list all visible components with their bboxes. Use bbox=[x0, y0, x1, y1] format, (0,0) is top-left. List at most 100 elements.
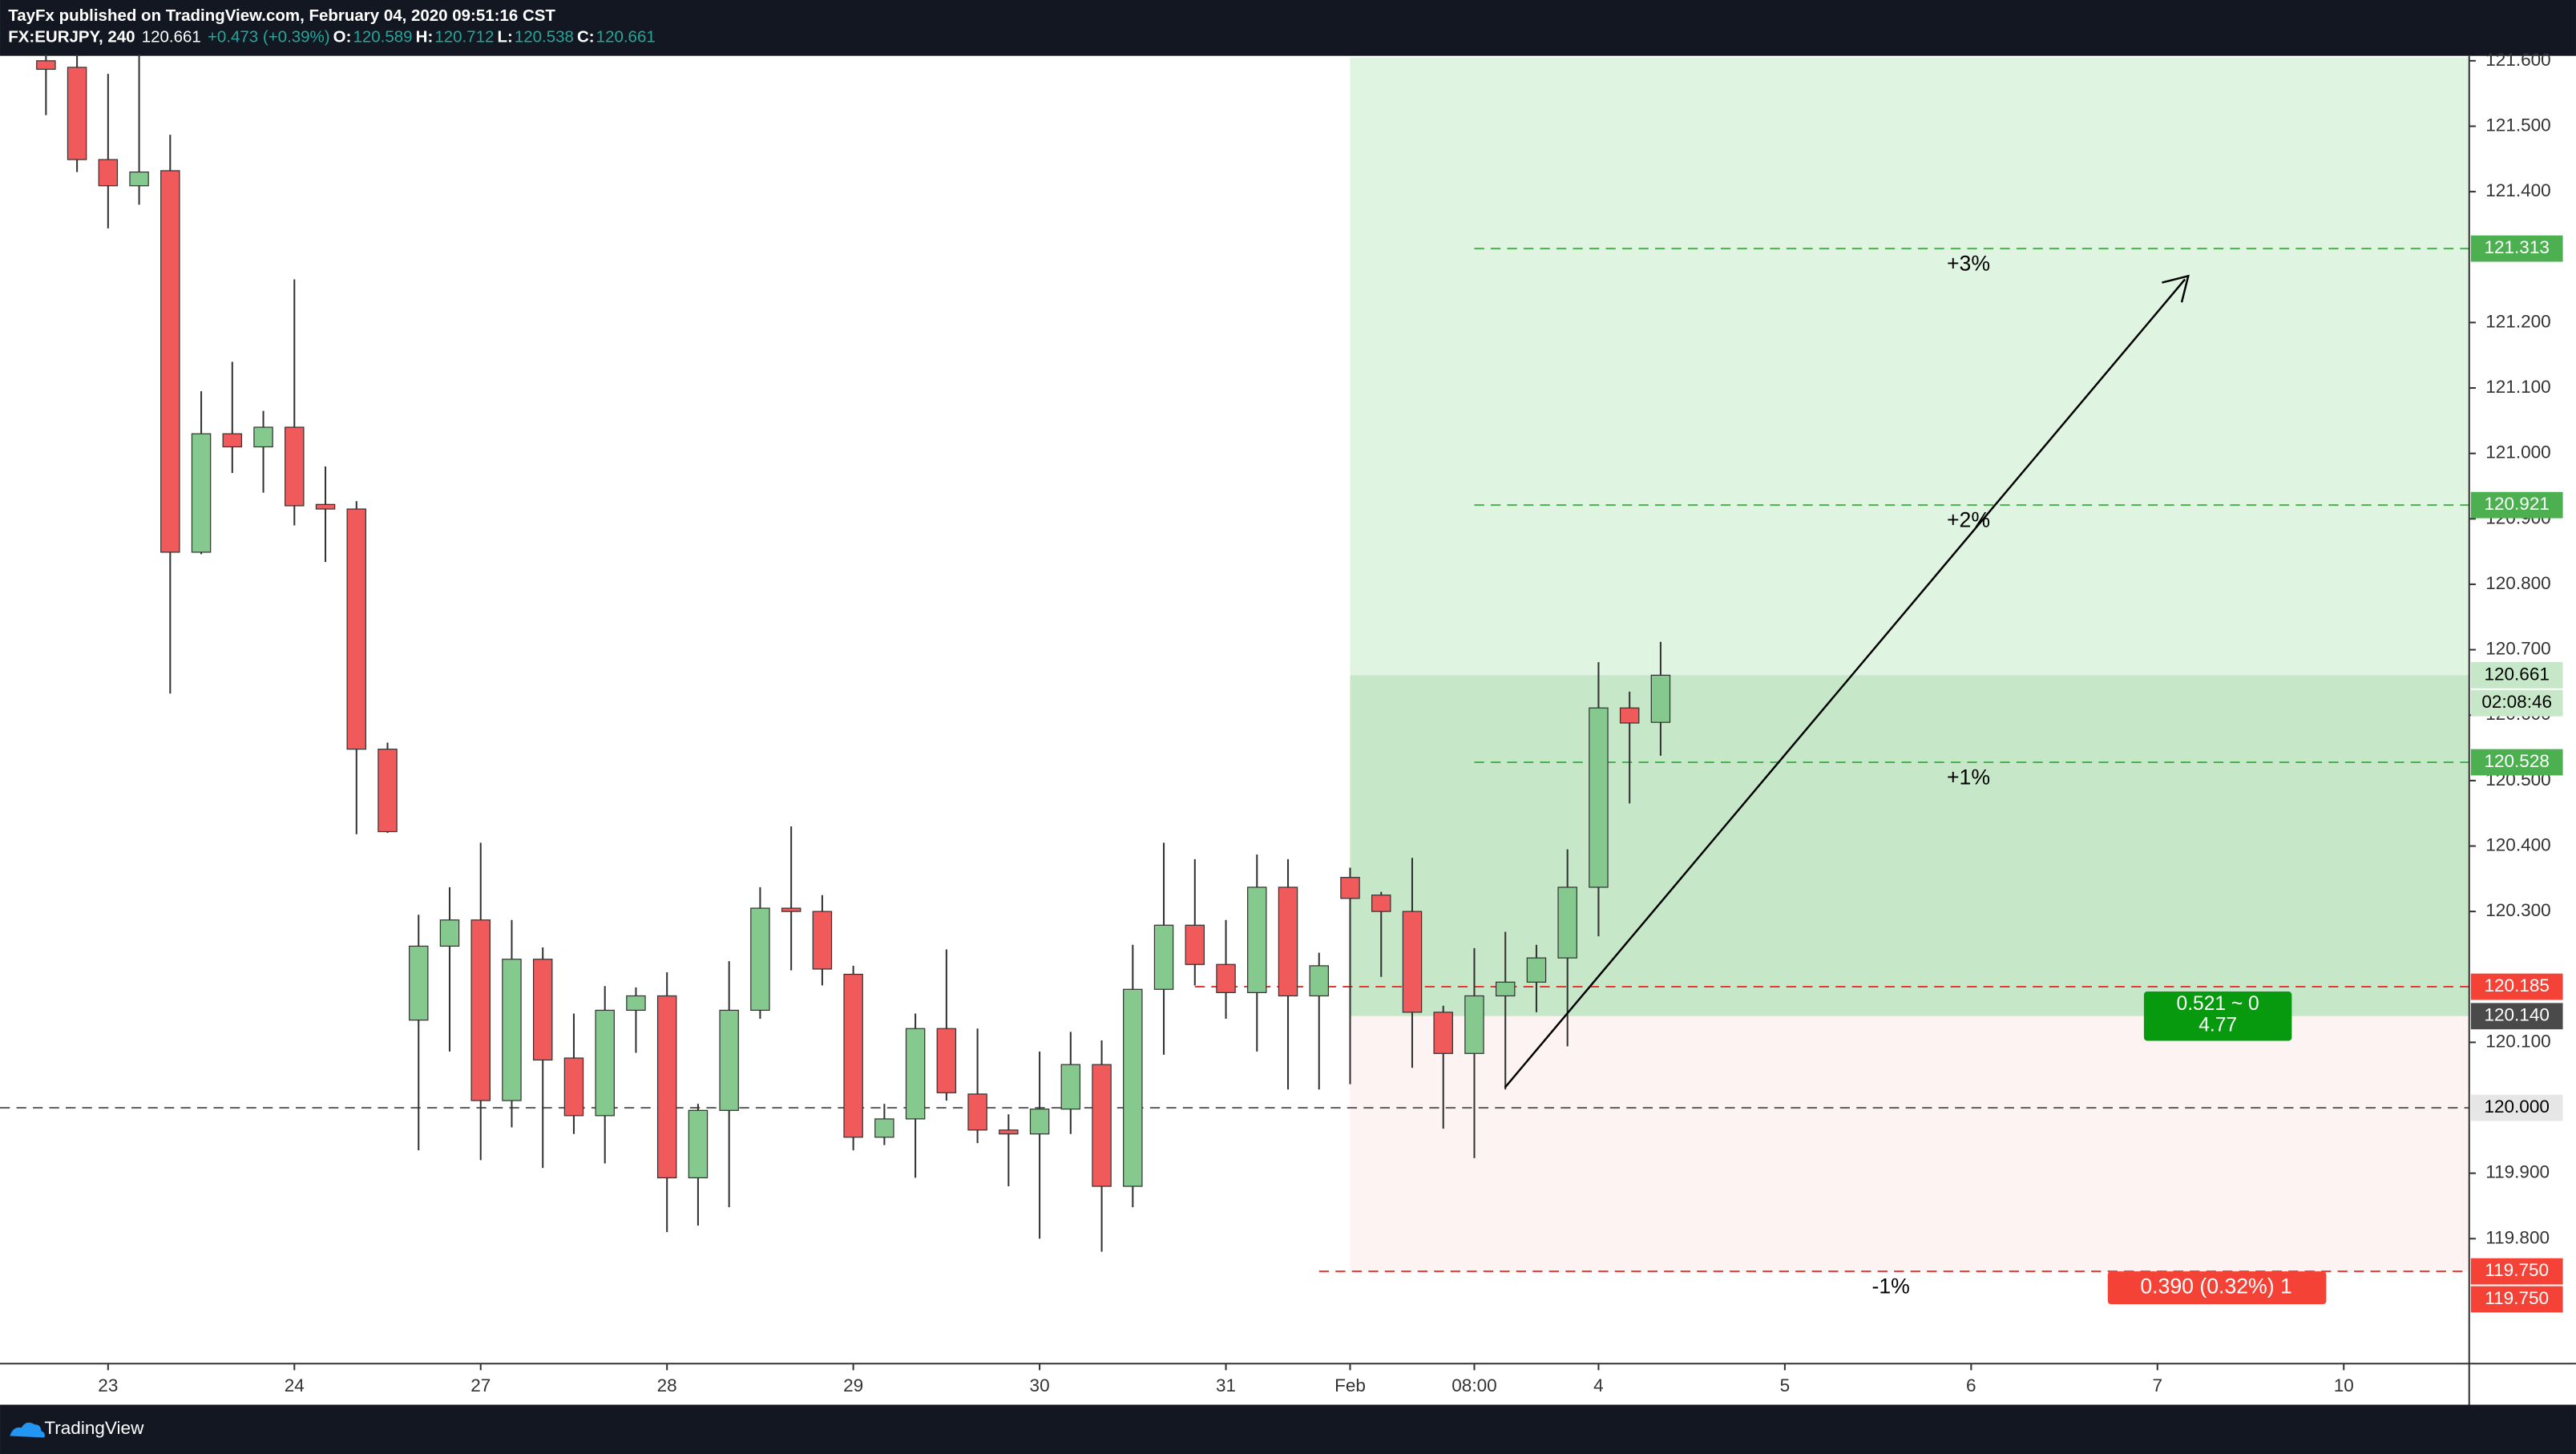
candle-body bbox=[409, 945, 429, 1021]
candle-body bbox=[936, 1028, 957, 1093]
candle-body bbox=[439, 919, 460, 947]
trend-arrow bbox=[1504, 274, 2190, 1088]
x-tick-label: 23 bbox=[98, 1375, 118, 1395]
footer-bar bbox=[0, 1404, 2576, 1454]
candle-body bbox=[1650, 674, 1671, 723]
candle-body bbox=[812, 911, 833, 970]
arrow-line bbox=[1504, 278, 2186, 1088]
price-tag bbox=[2470, 973, 2563, 1000]
y-tick-label: 121.000 bbox=[2485, 442, 2550, 462]
x-tick-label: 08:00 bbox=[1452, 1375, 1496, 1395]
candle-body bbox=[532, 959, 553, 1061]
price-tag-label: 02:08:46 bbox=[2481, 692, 2552, 712]
price-tag-label: 120.661 bbox=[2484, 664, 2549, 684]
candle-body bbox=[1278, 887, 1298, 997]
candle-body bbox=[1092, 1064, 1112, 1187]
level-label: -1% bbox=[1871, 1274, 1909, 1299]
header-bar bbox=[0, 0, 2576, 56]
y-tick-label: 120.800 bbox=[2485, 573, 2550, 593]
price-tag bbox=[2470, 1003, 2563, 1030]
candle-body bbox=[1247, 887, 1267, 993]
price-tag-label: 120.921 bbox=[2484, 494, 2549, 514]
y-tick-label: 119.900 bbox=[2485, 1162, 2550, 1182]
header-text: 120.661 bbox=[142, 28, 201, 46]
arrow-head bbox=[2162, 274, 2190, 303]
candle-body bbox=[1216, 963, 1236, 993]
stop-badge-box bbox=[2107, 1271, 2327, 1305]
y-tick-label: 120.700 bbox=[2485, 639, 2550, 659]
candle-body bbox=[1185, 924, 1205, 965]
header-text: H: bbox=[416, 28, 434, 46]
candle-body bbox=[67, 67, 87, 160]
candle-body bbox=[781, 907, 801, 912]
publisher-line: TayFx published on TradingView.com, Febr… bbox=[8, 6, 555, 25]
candle-body bbox=[470, 919, 491, 1101]
y-tick-label: 120.100 bbox=[2485, 1031, 2550, 1051]
candle-body bbox=[1589, 707, 1609, 888]
price-tag bbox=[2470, 1094, 2563, 1121]
candle-body bbox=[1153, 924, 1174, 990]
candle-body bbox=[595, 1009, 615, 1117]
candle-body bbox=[1464, 995, 1484, 1054]
candle-body bbox=[656, 995, 677, 1179]
footer-brand: TradingView bbox=[44, 1418, 144, 1438]
stop-badge-text: 0.390 (0.32%) 1 bbox=[2140, 1274, 2291, 1299]
y-tick-label: 121.200 bbox=[2485, 311, 2550, 331]
y-tick-label: 120.400 bbox=[2485, 834, 2550, 854]
stop-zone bbox=[1350, 1016, 2469, 1272]
candle-body bbox=[874, 1118, 894, 1138]
candle-body bbox=[1340, 877, 1360, 899]
tv-logo bbox=[10, 1422, 45, 1438]
y-tick-label: 120.300 bbox=[2485, 900, 2550, 920]
header-text: O: bbox=[333, 28, 352, 46]
header-text: 120.538 bbox=[515, 28, 574, 46]
y-tick-label: 119.800 bbox=[2485, 1227, 2550, 1247]
price-tag-label: 120.185 bbox=[2484, 975, 2549, 996]
candle-body bbox=[315, 503, 336, 510]
price-tag bbox=[2470, 235, 2563, 262]
x-tick-label: 28 bbox=[657, 1375, 677, 1395]
target-badge-text: 0.521 ~ 0 bbox=[2177, 993, 2259, 1015]
x-tick-label: 31 bbox=[1216, 1375, 1236, 1395]
y-tick-label: 121.600 bbox=[2485, 50, 2550, 70]
header-text: +0.473 (+0.39%) bbox=[208, 28, 330, 46]
y-tick-label: 121.100 bbox=[2485, 377, 2550, 397]
candle-body bbox=[222, 433, 243, 448]
x-tick-label: Feb bbox=[1334, 1375, 1366, 1395]
candle-body bbox=[36, 60, 56, 71]
candle-body bbox=[1060, 1064, 1081, 1110]
price-tag-label: 121.313 bbox=[2484, 237, 2549, 257]
x-tick-label: 7 bbox=[2153, 1375, 2163, 1395]
candle-body bbox=[1526, 957, 1547, 983]
candle-body bbox=[1402, 911, 1423, 1013]
candle-body bbox=[1029, 1109, 1050, 1135]
price-tag-label: 120.000 bbox=[2484, 1097, 2549, 1117]
header-text: L: bbox=[497, 28, 512, 46]
candle-body bbox=[346, 508, 367, 750]
candle-body bbox=[719, 1009, 739, 1111]
y-tick-label: 121.500 bbox=[2485, 115, 2550, 135]
candle-body bbox=[129, 171, 149, 187]
candle-body bbox=[1309, 965, 1329, 997]
header-text: 120.712 bbox=[434, 28, 494, 46]
candle-body bbox=[98, 159, 119, 187]
candle-body bbox=[1371, 895, 1391, 912]
header-text: C: bbox=[577, 28, 595, 46]
header-text: FX:EURJPY, 240 bbox=[8, 28, 135, 46]
price-tag-label: 119.750 bbox=[2485, 1260, 2549, 1280]
level-label: +1% bbox=[1947, 765, 1990, 790]
profit-zone bbox=[1350, 675, 2469, 1016]
candle-body bbox=[1123, 988, 1143, 1187]
candle-body bbox=[191, 433, 212, 553]
header-text: 120.661 bbox=[596, 28, 656, 46]
target-badge-text: 4.77 bbox=[2198, 1015, 2237, 1036]
candle-body bbox=[502, 959, 522, 1101]
candle-body bbox=[253, 426, 273, 448]
x-tick-label: 4 bbox=[1593, 1375, 1604, 1395]
x-tick-label: 27 bbox=[470, 1375, 491, 1395]
candle-body bbox=[967, 1093, 987, 1131]
price-tag bbox=[2470, 689, 2563, 717]
header-text: 120.589 bbox=[353, 28, 413, 46]
